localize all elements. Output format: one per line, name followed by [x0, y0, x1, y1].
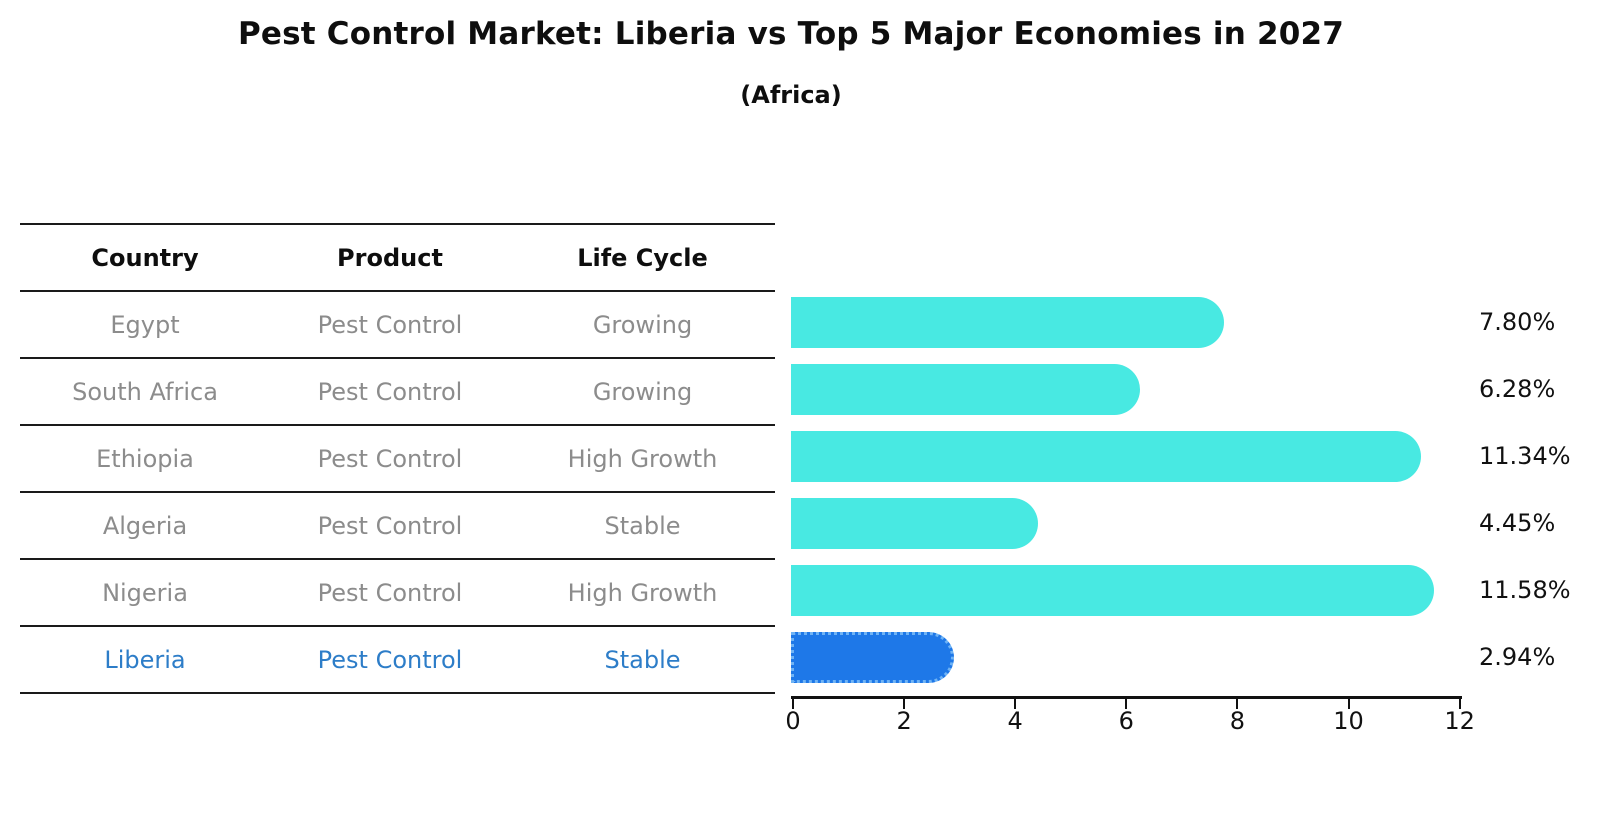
table-row: South Africa Pest Control Growing [20, 359, 775, 426]
cell-lifecycle: Stable [604, 645, 681, 674]
cell-lifecycle: Growing [592, 310, 693, 339]
cell-country: Ethiopia [96, 444, 194, 473]
cell-country: Liberia [104, 645, 186, 674]
cell-product: Pest Control [317, 310, 463, 339]
chart-title: Pest Control Market: Liberia vs Top 5 Ma… [237, 16, 1345, 52]
comparison-table: Country Product Life Cycle Egypt Pest Con… [20, 223, 775, 694]
cell-lifecycle: Growing [592, 377, 693, 406]
column-header-lifecycle: Life Cycle [577, 243, 708, 272]
table-row: Egypt Pest Control Growing [20, 292, 775, 359]
x-axis-tick-label: 10 [1333, 707, 1364, 735]
value-label: 11.34% [1479, 442, 1571, 470]
cell-lifecycle: Stable [604, 511, 681, 540]
x-axis-tick-label: 4 [1007, 707, 1023, 735]
cell-lifecycle: High Growth [567, 578, 718, 607]
cell-lifecycle: High Growth [567, 444, 718, 473]
bar-algeria [791, 498, 1039, 549]
cell-product: Pest Control [317, 377, 463, 406]
x-axis-tick-label: 8 [1229, 707, 1246, 735]
value-label: 6.28% [1479, 375, 1556, 403]
x-axis-tick-label: 12 [1444, 707, 1475, 735]
bar-south-africa [791, 364, 1140, 415]
table-row: Nigeria Pest Control High Growth [20, 560, 775, 627]
value-label: 7.80% [1479, 308, 1556, 336]
value-label: 11.58% [1479, 576, 1571, 604]
table-header-row: Country Product Life Cycle [20, 225, 775, 292]
cell-country: South Africa [72, 377, 218, 406]
chart-subtitle: (Africa) [740, 81, 842, 109]
table-body: Egypt Pest Control Growing South Africa Pest… [20, 292, 775, 694]
bar-nigeria [791, 565, 1435, 616]
table-row: Algeria Pest Control Stable [20, 493, 775, 560]
bar-egypt [791, 297, 1225, 348]
value-label: 4.45% [1479, 509, 1556, 537]
cell-product: Pest Control [317, 578, 463, 607]
x-axis-tick [1236, 696, 1239, 709]
cell-product: Pest Control [317, 444, 463, 473]
x-axis-tick [1458, 696, 1461, 709]
bar-ethiopia [791, 431, 1421, 482]
x-axis-tick [1014, 696, 1017, 709]
x-axis-tick [1347, 696, 1350, 709]
x-axis-tick-label: 0 [785, 707, 801, 735]
x-axis-tick [1125, 696, 1128, 709]
x-axis-tick-label: 6 [1118, 707, 1134, 735]
cell-country: Algeria [102, 511, 188, 540]
column-header-country: Country [91, 243, 199, 272]
cell-product: Pest Control [317, 645, 463, 674]
x-axis-tick-label: 2 [896, 707, 912, 735]
value-label: 2.94% [1479, 643, 1556, 671]
x-axis-tick [903, 696, 906, 709]
bar-liberia [791, 632, 955, 683]
cell-country: Egypt [110, 310, 180, 339]
cell-product: Pest Control [317, 511, 463, 540]
table-row: Liberia Pest Control Stable [20, 627, 775, 694]
cell-country: Nigeria [102, 578, 188, 607]
table-row: Ethiopia Pest Control High Growth [20, 426, 775, 493]
column-header-product: Product [337, 243, 443, 272]
x-axis-tick [792, 696, 794, 709]
